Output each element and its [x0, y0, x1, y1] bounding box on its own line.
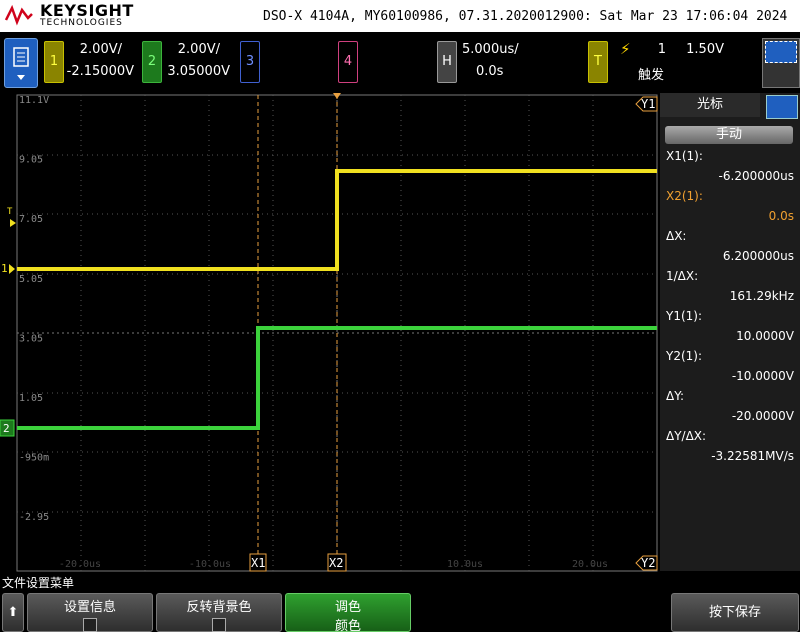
x-grid-label: 20.0us — [572, 559, 608, 570]
softkey-6-label: 按下保存 — [708, 605, 761, 620]
channel-1-key[interactable]: 1 — [44, 41, 64, 83]
trigger-pos-marker — [333, 93, 341, 99]
trigger-level-label: T — [7, 207, 13, 217]
readout-value: 6.200000us — [722, 249, 794, 263]
logo-icon — [4, 4, 33, 26]
readout-label: ΔY: — [666, 389, 684, 403]
ch2-offset: 3.05000V — [167, 64, 230, 79]
readout-value: 161.29kHz — [729, 289, 794, 303]
ch1-trace — [17, 169, 657, 271]
y-grid-label: 9.05 — [19, 155, 43, 166]
readout-label: X2(1): — [666, 189, 703, 203]
graticule: 11.1V 9.05 7.05 5.05 3.05 1.05 -950m -2.95 -20.… — [0, 93, 658, 572]
brand-sub: TECHNOLOGIES — [40, 18, 123, 28]
x1-marker — [249, 553, 267, 572]
ch1-offset: -2.15000V — [66, 64, 134, 79]
readout-label: X1(1): — [666, 149, 703, 163]
cursor-panel: 光标 手动 X1(1): -6.200000us X2(1): 0.0s ΔX: 6.20… — [660, 93, 800, 571]
ch1-scale: 2.00V/ — [79, 42, 122, 57]
y2-label: Y2 — [641, 556, 655, 570]
x2-label: X2 — [329, 556, 343, 570]
menu-icon — [13, 47, 29, 80]
main-menu-button[interactable] — [4, 38, 38, 88]
readout-value: 0.0s — [768, 209, 794, 223]
softkey-6[interactable]: 按下保存 — [671, 593, 799, 632]
softkey-3-label: 调色 — [334, 600, 361, 615]
panel-menu-icon[interactable] — [766, 95, 798, 119]
y-grid-label: 7.05 — [19, 214, 43, 225]
brand: KEYSIGHT — [40, 1, 134, 20]
panel-title: 光标 — [660, 93, 760, 117]
cursor-mode-button[interactable]: 手动 — [665, 126, 793, 144]
y-grid-label: 3.05 — [19, 333, 43, 344]
readout-value: -10.0000V — [731, 369, 794, 383]
x-grid-label: -10.0us — [189, 559, 231, 570]
trigger-edge-icon: ⚡ — [620, 40, 631, 58]
y-grid-label: -950m — [19, 453, 49, 464]
channel-2-key[interactable]: 2 — [142, 41, 162, 83]
back-button[interactable]: ⬆ — [2, 593, 24, 632]
y-grid-label: 1.05 — [19, 393, 43, 404]
readout-value: -20.0000V — [731, 409, 794, 423]
readout-label: 1/ΔX: — [666, 269, 699, 283]
readout-label: ΔX: — [666, 229, 687, 243]
x2-marker — [327, 553, 347, 572]
y-grid-label: 5.05 — [19, 274, 43, 285]
header-bar: KEYSIGHT TECHNOLOGIES DSO-X 4104A, MY601… — [0, 0, 800, 32]
x-grid-label: 10.0us — [447, 559, 483, 570]
ch2-scale: 2.00V/ — [177, 42, 220, 57]
channel-3-key[interactable]: 3 — [240, 41, 260, 83]
y1-marker — [635, 96, 658, 112]
h-scale: 5.000us/ — [462, 42, 519, 57]
x1-label: X1 — [251, 556, 265, 570]
trigger-mode: 触发 — [638, 68, 665, 83]
x-grid-label: -20.0us — [59, 559, 101, 570]
menu-title: 文件设置菜单 — [2, 576, 75, 590]
ch1-ground-label: 1 — [1, 262, 8, 275]
readout-value: 10.0000V — [736, 329, 794, 343]
h-delay: 0.0s — [476, 64, 504, 79]
y1-label: Y1 — [641, 97, 655, 111]
ch2-trace — [17, 326, 657, 430]
softkey-2-label: 反转背景色 — [186, 600, 252, 615]
readout-label: Y1(1): — [666, 309, 703, 323]
trigger-level-marker — [10, 219, 16, 227]
ch2-ground-label: 2 — [3, 422, 10, 435]
y-grid-label: -2.95 — [19, 512, 49, 523]
readout-value: -6.200000us — [718, 169, 794, 183]
softkey-2[interactable]: 反转背景色 — [156, 593, 282, 632]
readout-label: Y2(1): — [666, 349, 703, 363]
y-grid-label: 11.1V — [19, 95, 49, 106]
softkey-3-sub: 颜色 — [334, 619, 361, 632]
readout-label: ΔY/ΔX: — [666, 429, 707, 443]
softkey-2-check — [212, 618, 226, 632]
ch1-ground-marker — [9, 264, 15, 274]
trigger-key[interactable]: T — [588, 41, 608, 83]
horizontal-key[interactable]: H — [437, 41, 457, 83]
zoom-box-icon — [765, 41, 797, 63]
trigger-level: 1.50V — [686, 42, 724, 57]
trigger-source: 1 — [657, 42, 666, 57]
softkey-3[interactable]: 调色 颜色 — [285, 593, 411, 632]
status-line: DSO-X 4104A, MY60100986, 07.31.202001290… — [263, 9, 788, 24]
softkey-1[interactable]: 设置信息 — [27, 593, 153, 632]
channel-4-key[interactable]: 4 — [338, 41, 358, 83]
softkey-1-label: 设置信息 — [63, 600, 116, 615]
readout-value: -3.22581MV/s — [711, 449, 794, 463]
touch-icon[interactable] — [762, 38, 800, 88]
softkey-1-check — [83, 618, 97, 632]
y2-marker — [635, 555, 658, 571]
ch2-ground-marker — [0, 419, 15, 437]
